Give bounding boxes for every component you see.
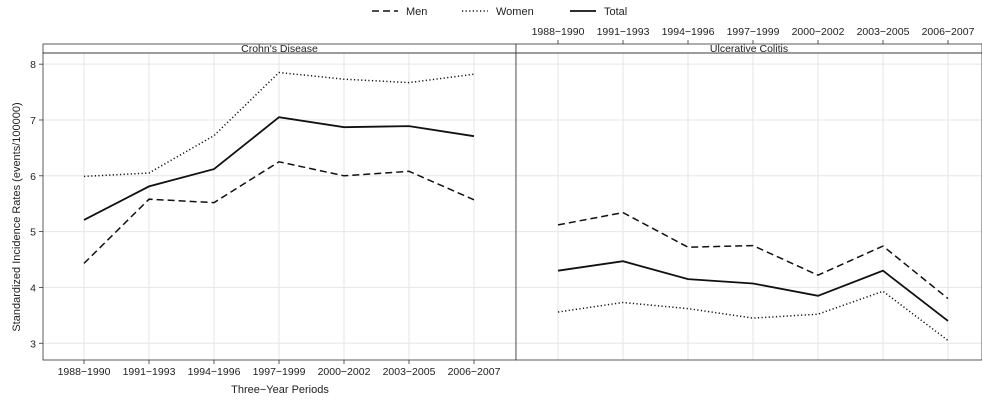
x-tick-label: 2006−2007 (922, 26, 975, 38)
x-tick-label: 1988−1990 (58, 366, 111, 378)
x-tick-label: 1997−1999 (727, 26, 780, 38)
legend-label-men: Men (406, 6, 427, 18)
panel-border (515, 52, 982, 361)
x-tick-label: 1997−1999 (253, 366, 306, 378)
series-line-total (83, 116, 475, 221)
y-axis-title: Standardized Incidence Rates (events/100… (11, 102, 23, 331)
series-line-men (83, 161, 475, 264)
series-line-women (83, 71, 475, 178)
y-tick-label: 6 (30, 171, 36, 183)
panel-ulcerative-colitis: Ulcerative Colitis 1988−1990 1991−1993 1994… (515, 26, 982, 361)
x-tick-label: 1991−1993 (597, 26, 650, 38)
panel-crohns-disease: Crohn's Disease 1988−1990 1991−1993 1994−19… (30, 43, 517, 378)
strip-label-ulcerative-colitis: Ulcerative Colitis (710, 43, 788, 55)
y-tick-label: 3 (30, 338, 36, 350)
y-tick-label: 4 (30, 282, 36, 294)
series-line-men (557, 211, 949, 300)
x-tick-label: 1991−1993 (123, 366, 176, 378)
x-tick-label: 2006−2007 (448, 366, 501, 378)
plot-area (516, 53, 982, 360)
y-tick-label: 5 (30, 227, 36, 239)
x-tick-label: 1988−1990 (532, 26, 585, 38)
x-tick-label: 1994−1996 (662, 26, 715, 38)
x-tick-label: 2000−2002 (318, 366, 371, 378)
series-line-women (557, 290, 949, 342)
x-tick-label: 1994−1996 (188, 366, 241, 378)
legend: Men Women Total (372, 6, 627, 18)
x-axis-title: Three−Year Periods (231, 384, 329, 396)
legend-label-women: Women (496, 6, 534, 18)
x-tick-label: 2003−2005 (383, 366, 436, 378)
y-tick-label: 8 (30, 59, 36, 71)
series-line-total (557, 260, 949, 322)
legend-label-total: Total (604, 6, 627, 18)
strip-label-crohn-s-disease: Crohn's Disease (241, 43, 318, 55)
y-tick-label: 7 (30, 115, 36, 127)
x-tick-label: 2000−2002 (792, 26, 845, 38)
x-tick-label: 2003−2005 (857, 26, 910, 38)
